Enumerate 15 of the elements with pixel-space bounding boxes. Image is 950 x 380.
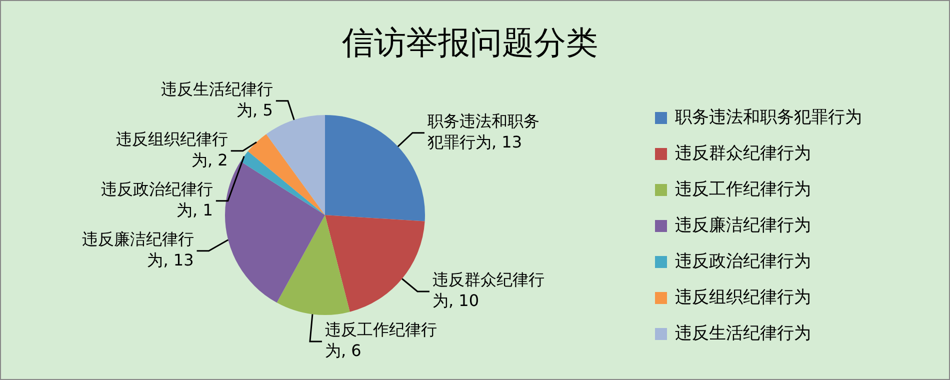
legend-label: 违反群众纪律行为 — [675, 143, 811, 164]
data-label: 违反群众纪律行为, 10 — [432, 270, 544, 310]
data-label: 违反组织纪律行为, 2 — [116, 130, 228, 170]
data-label: 违反生活纪律行为, 5 — [160, 80, 273, 120]
legend-label: 违反生活纪律行为 — [675, 323, 811, 344]
legend-label: 违反工作纪律行为 — [675, 179, 811, 200]
legend-label: 违反政治纪律行为 — [675, 251, 811, 272]
data-label: 职务违法和职务犯罪行为, 13 — [427, 112, 540, 152]
data-label: 违反政治纪律行为, 1 — [100, 180, 213, 220]
chart-title: 信访举报问题分类 — [342, 23, 598, 62]
legend-label: 违反组织纪律行为 — [675, 287, 811, 308]
data-label: 违反工作纪律行为, 6 — [324, 320, 437, 360]
data-label: 违反廉洁纪律行为, 13 — [82, 230, 194, 270]
legend-label: 违反廉洁纪律行为 — [675, 215, 811, 236]
legend-label: 职务违法和职务犯罪行为 — [675, 107, 862, 128]
